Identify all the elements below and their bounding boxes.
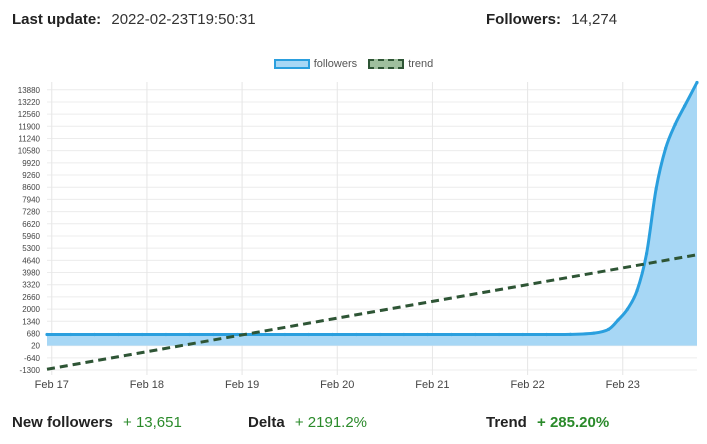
y-tick-label: 5960 <box>22 232 40 241</box>
y-tick-label: 4640 <box>22 256 40 265</box>
trend-label: Trend <box>486 414 527 431</box>
followers-point <box>644 252 649 256</box>
followers-point <box>116 332 120 337</box>
followers-point <box>211 332 216 337</box>
legend-item-followers[interactable]: followers <box>273 58 358 70</box>
followers-point <box>235 332 239 337</box>
legend-label-trend: trend <box>408 58 434 70</box>
y-tick-label: 7940 <box>22 195 40 204</box>
followers-point <box>140 332 144 337</box>
y-tick-label: 11240 <box>18 134 40 143</box>
y-tick-label: 10580 <box>18 147 41 156</box>
y-tick-label: 11900 <box>18 122 40 131</box>
x-tick-label: Feb 17 <box>35 379 69 391</box>
followers-point <box>592 331 596 335</box>
followers-point <box>330 332 335 337</box>
followers-line <box>47 81 699 337</box>
followers-point <box>426 332 430 337</box>
trend-line <box>46 253 698 371</box>
followers-area <box>47 82 697 346</box>
followers-point <box>663 146 668 151</box>
x-tick-label: Feb 22 <box>510 379 544 391</box>
y-tick-label: 680 <box>27 329 41 338</box>
new-followers-label: New followers <box>12 414 113 431</box>
footer-row: New followers + 13,651 Delta + 2191.2% T… <box>12 414 695 436</box>
followers-point <box>354 332 358 337</box>
trend: Trend + 285.20% <box>486 414 609 431</box>
followers-value: 14,274 <box>571 11 618 28</box>
followers-point <box>402 332 406 337</box>
delta: Delta + 2191.2% <box>248 414 367 431</box>
last-update-value: 2022-02-23T19:50:31 <box>111 11 256 28</box>
x-tick-label: Feb 18 <box>130 379 164 391</box>
followers-point <box>695 80 699 85</box>
y-tick-label: 13880 <box>18 86 41 95</box>
followers-point <box>606 327 611 331</box>
delta-value: + 2191.2% <box>294 414 368 431</box>
y-tick-label: 12560 <box>18 110 41 119</box>
followers-point <box>635 289 639 293</box>
chart-legend: followers trend <box>0 58 707 72</box>
y-tick-label: 2000 <box>22 305 40 314</box>
header-row: Last update: 2022-02-23T19:50:31 Followe… <box>12 11 695 33</box>
y-tick-label: 7280 <box>22 208 40 217</box>
followers-point <box>673 122 677 127</box>
legend-label-followers: followers <box>313 58 358 70</box>
y-tick-label: -640 <box>24 354 41 363</box>
legend-swatch-trend <box>368 59 405 69</box>
x-tick-label: Feb 19 <box>225 379 259 391</box>
x-tick-label: Feb 23 <box>606 379 640 391</box>
followers-count: Followers: 14,274 <box>486 11 617 28</box>
followers-point <box>92 332 97 337</box>
y-tick-label: 20 <box>31 342 40 351</box>
trend-value: + 285.20% <box>537 414 610 431</box>
y-tick-label: 3320 <box>22 281 40 290</box>
x-tick-label: Feb 21 <box>415 379 449 391</box>
followers-point <box>283 332 287 337</box>
y-tick-label: -1300 <box>20 366 41 375</box>
legend-item-trend[interactable]: trend <box>368 58 433 70</box>
followers-point <box>568 332 573 336</box>
followers-point <box>378 332 382 337</box>
delta-label: Delta <box>248 414 285 431</box>
y-tick-label: 2660 <box>22 293 40 302</box>
y-tick-label: 1340 <box>22 317 40 326</box>
y-tick-label: 9920 <box>22 159 40 168</box>
followers-label: Followers: <box>486 11 562 28</box>
new-followers: New followers + 13,651 <box>12 414 182 431</box>
followers-point <box>473 332 477 337</box>
y-tick-label: 5300 <box>22 244 40 253</box>
followers-point <box>259 332 263 337</box>
followers-point <box>521 332 525 337</box>
followers-point <box>497 332 501 337</box>
followers-point <box>45 332 49 337</box>
followers-point <box>616 318 620 322</box>
followers-point <box>625 307 630 311</box>
followers-point <box>545 332 549 337</box>
followers-point <box>683 104 687 108</box>
followers-point <box>188 332 192 337</box>
y-tick-label: 13220 <box>18 98 41 107</box>
new-followers-value: + 13,651 <box>123 414 182 431</box>
followers-point <box>69 332 73 337</box>
followers-point <box>307 332 311 337</box>
y-tick-label: 6620 <box>22 220 40 229</box>
legend-swatch-followers <box>273 59 310 69</box>
last-update-label: Last update: <box>12 11 102 28</box>
followers-chart: -1300 -640 20 680 1340 2000 2660 3320 3980 4640 53… <box>18 80 699 391</box>
y-tick-label: 9260 <box>22 171 40 180</box>
x-tick-label: Feb 20 <box>320 379 354 391</box>
y-tick-label: 8600 <box>22 183 40 192</box>
followers-point <box>654 187 658 191</box>
y-tick-label: 3980 <box>22 269 40 278</box>
followers-point <box>164 332 168 337</box>
followers-point <box>449 332 454 337</box>
last-update: Last update: 2022-02-23T19:50:31 <box>12 11 256 28</box>
